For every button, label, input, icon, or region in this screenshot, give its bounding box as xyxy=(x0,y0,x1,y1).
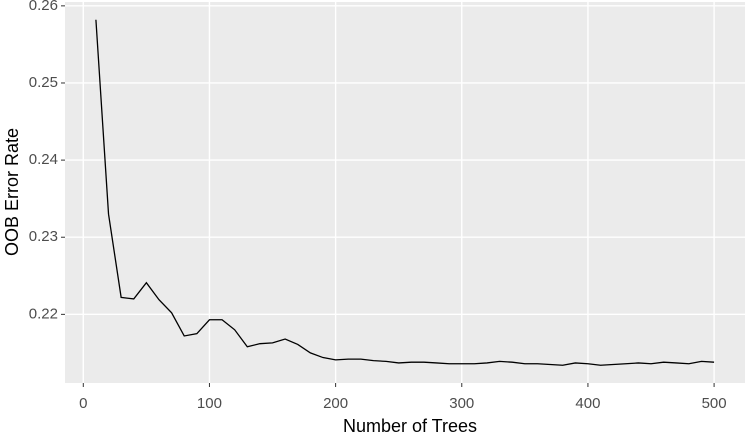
x-tick-label: 200 xyxy=(323,395,348,412)
plot-panel xyxy=(65,2,745,383)
y-tick-label: 0.25 xyxy=(29,74,58,91)
x-tick-label: 0 xyxy=(79,395,87,412)
y-tick-label: 0.23 xyxy=(29,228,58,245)
x-tick-label: 500 xyxy=(702,395,727,412)
line xyxy=(95,19,715,366)
x-tick-label: 400 xyxy=(575,395,600,412)
y-tick-label: 0.24 xyxy=(29,151,58,168)
y-tick-label: 0.26 xyxy=(29,0,58,14)
y-axis-title: OOB Error Rate xyxy=(2,128,22,256)
x-tick-label: 100 xyxy=(197,395,222,412)
x-axis-title: Number of Trees xyxy=(343,416,477,436)
x-tick-label: 300 xyxy=(449,395,474,412)
y-tick-label: 0.22 xyxy=(29,305,58,322)
